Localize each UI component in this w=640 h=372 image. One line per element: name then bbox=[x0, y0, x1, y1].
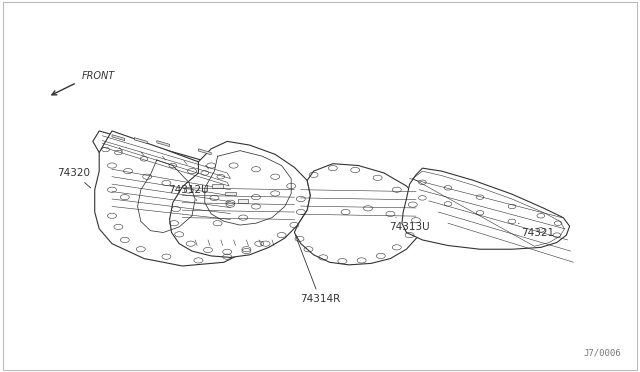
Polygon shape bbox=[294, 164, 426, 265]
Polygon shape bbox=[95, 131, 269, 266]
Bar bbox=[212, 184, 223, 188]
Text: 74314R: 74314R bbox=[296, 235, 340, 304]
Polygon shape bbox=[402, 168, 570, 249]
Polygon shape bbox=[112, 135, 125, 141]
Text: 74320: 74320 bbox=[57, 168, 91, 188]
Polygon shape bbox=[93, 131, 240, 190]
Polygon shape bbox=[157, 141, 170, 147]
Polygon shape bbox=[198, 149, 211, 155]
Bar bbox=[238, 199, 248, 203]
Polygon shape bbox=[134, 138, 147, 144]
Bar bbox=[225, 192, 236, 195]
Text: 74313U: 74313U bbox=[389, 217, 430, 232]
Text: FRONT: FRONT bbox=[82, 71, 115, 81]
Text: J7/0006: J7/0006 bbox=[583, 348, 621, 357]
Text: 74321: 74321 bbox=[518, 223, 554, 237]
Text: 74312U: 74312U bbox=[168, 185, 209, 201]
Polygon shape bbox=[170, 141, 310, 257]
